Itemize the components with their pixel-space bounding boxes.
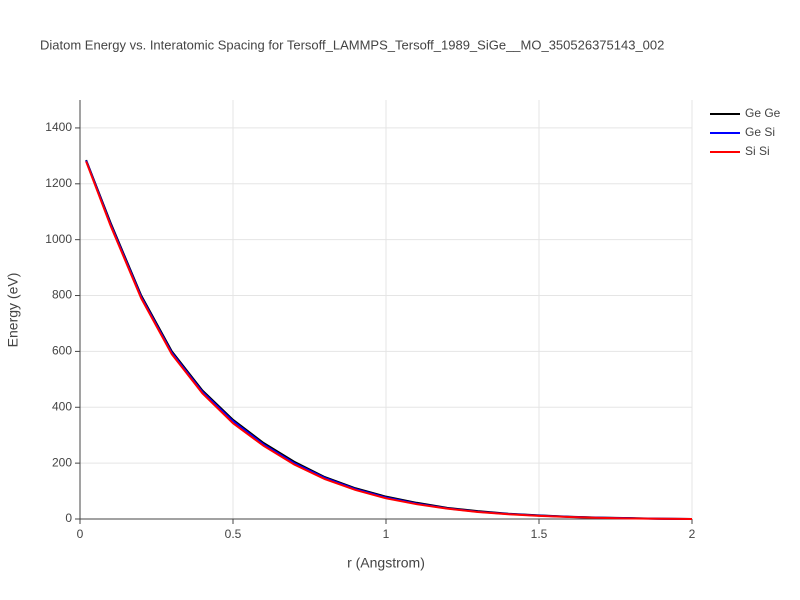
y-axis-title: Energy (eV) [5,273,21,348]
x-tick-label: 1 [383,527,390,541]
x-tick-label: 2 [689,527,696,541]
legend-label: Ge Si [745,125,775,139]
x-axis-title: r (Angstrom) [347,555,425,571]
x-tick-label: 0.5 [225,527,242,541]
y-tick-label: 0 [65,511,72,525]
series-line [85,161,693,520]
y-tick-label: 1200 [45,176,72,190]
y-tick-label: 800 [52,288,72,302]
y-tick-label: 400 [52,399,72,413]
y-tick-label: 1000 [45,232,72,246]
y-tick-label: 1400 [45,120,72,134]
x-tick-label: 0 [77,527,84,541]
series-line [85,160,693,520]
y-tick-label: 600 [52,344,72,358]
legend-label: Ge Ge [745,106,781,120]
x-tick-label: 1.5 [531,527,548,541]
chart-title: Diatom Energy vs. Interatomic Spacing fo… [40,37,664,52]
legend-label: Si Si [745,144,770,158]
series-line [85,159,693,520]
y-tick-label: 200 [52,455,72,469]
